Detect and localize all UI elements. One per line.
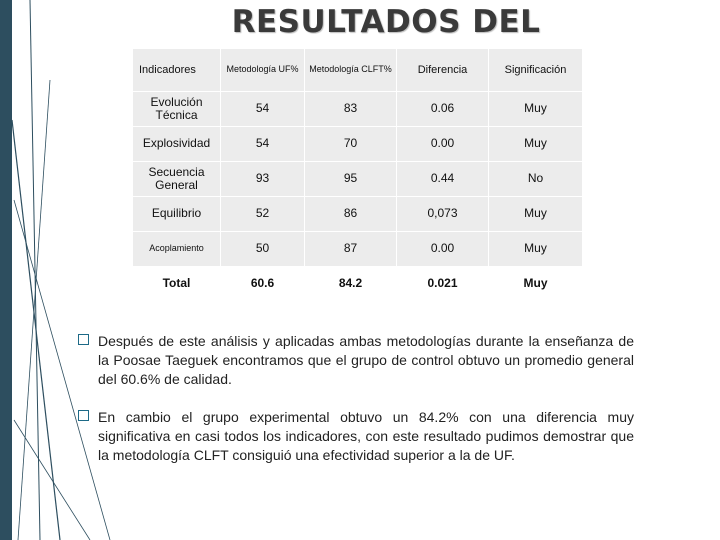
row-label: Evolución Técnica <box>132 91 221 127</box>
checkbox-bullet-icon <box>78 334 89 345</box>
cell-diferencia: 0,073 <box>396 196 489 232</box>
header-indicadores: Indicadores <box>132 48 221 92</box>
cell-significacion: No <box>488 161 583 197</box>
cell-diferencia: 0.06 <box>396 91 489 127</box>
cell-diferencia: 0.00 <box>396 126 489 162</box>
table-total-row: Total 60.6 84.2 0.021 Muy <box>132 266 583 302</box>
table-header-row: Indicadores Metodología UF% Metodología … <box>132 48 583 92</box>
cell-uf: 50 <box>220 231 305 267</box>
decorative-lines <box>11 0 111 540</box>
row-label: Equilibrio <box>132 196 221 232</box>
cell-significacion: Muy <box>488 196 583 232</box>
results-table: Indicadores Metodología UF% Metodología … <box>132 48 583 302</box>
table-row: Explosividad 54 70 0.00 Muy <box>132 126 583 162</box>
header-diferencia: Diferencia <box>396 48 489 92</box>
cell-clft: 83 <box>304 91 397 127</box>
checkbox-bullet-icon <box>78 410 89 421</box>
cell-uf: 54 <box>220 126 305 162</box>
table-row: Evolución Técnica 54 83 0.06 Muy <box>132 91 583 127</box>
total-significacion: Muy <box>488 266 583 302</box>
cell-diferencia: 0.00 <box>396 231 489 267</box>
cell-clft: 87 <box>304 231 397 267</box>
row-label: Secuencia General <box>132 161 221 197</box>
total-label: Total <box>132 266 221 302</box>
cell-significacion: Muy <box>488 231 583 267</box>
table-row: Secuencia General 93 95 0.44 No <box>132 161 583 197</box>
total-diferencia: 0.021 <box>396 266 489 302</box>
cell-uf: 52 <box>220 196 305 232</box>
header-metodologia-clft: Metodología CLFT% <box>304 48 397 92</box>
cell-clft: 70 <box>304 126 397 162</box>
cell-uf: 93 <box>220 161 305 197</box>
cell-significacion: Muy <box>488 91 583 127</box>
cell-diferencia: 0.44 <box>396 161 489 197</box>
bullet-item: En cambio el grupo experimental obtuvo u… <box>78 408 634 465</box>
row-label: Acoplamiento <box>132 231 221 267</box>
cell-significacion: Muy <box>488 126 583 162</box>
total-clft: 84.2 <box>304 266 397 302</box>
header-metodologia-uf: Metodología UF% <box>220 48 305 92</box>
table-row: Equilibrio 52 86 0,073 Muy <box>132 196 583 232</box>
total-uf: 60.6 <box>220 266 305 302</box>
bullet-text: Después de este análisis y aplicadas amb… <box>98 333 634 387</box>
sidebar-accent-bar <box>0 0 12 540</box>
table-row: Acoplamiento 50 87 0.00 Muy <box>132 231 583 267</box>
cell-clft: 95 <box>304 161 397 197</box>
row-label: Explosividad <box>132 126 221 162</box>
header-significacion: Significación <box>488 48 583 92</box>
bullet-text: En cambio el grupo experimental obtuvo u… <box>98 409 634 463</box>
slide-title: RESULTADOS DEL <box>231 4 541 40</box>
bullet-item: Después de este análisis y aplicadas amb… <box>78 332 634 389</box>
cell-clft: 86 <box>304 196 397 232</box>
cell-uf: 54 <box>220 91 305 127</box>
